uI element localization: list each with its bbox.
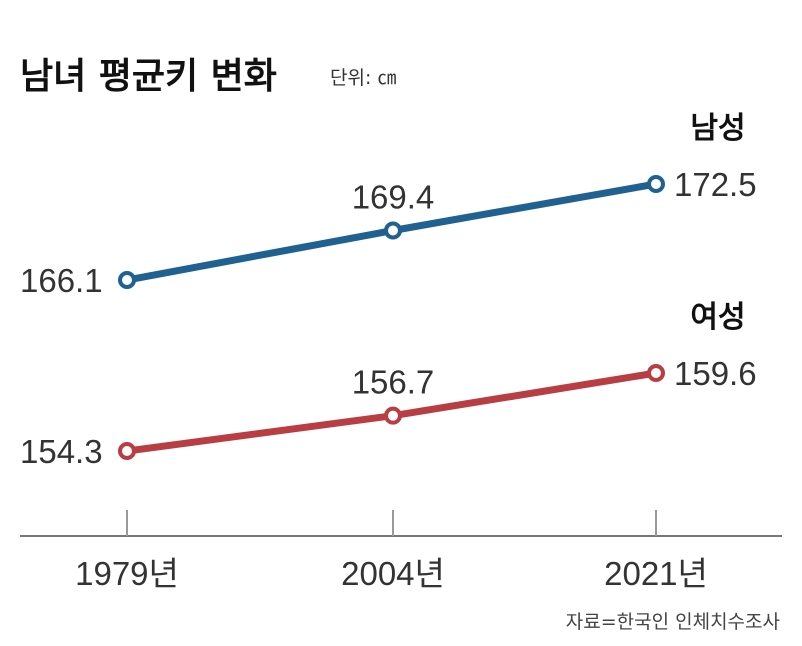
x-tick-label: 2004년 [341, 555, 445, 592]
source-note: 자료=한국인 인체치수조사 [566, 611, 780, 633]
plot-area: 1979년 2004년 2021년 166.1 169.4 172.5 남성 154.3 156… [20, 111, 782, 592]
data-point [647, 175, 665, 193]
data-label: 156.7 [352, 364, 435, 401]
data-label: 166.1 [20, 262, 103, 299]
data-point [118, 442, 136, 460]
data-point [384, 221, 402, 240]
data-label: 169.4 [352, 179, 435, 216]
data-point [647, 364, 665, 382]
data-label: 159.6 [674, 355, 757, 392]
data-point [384, 406, 402, 425]
x-tick-label: 1979년 [75, 555, 179, 592]
unit-label: 단위: ㎝ [330, 67, 396, 89]
x-tick-label: 2021년 [604, 555, 708, 592]
data-label: 172.5 [674, 166, 757, 203]
chart-title: 남녀 평균키 변화 [20, 56, 277, 97]
series-label: 여성 [690, 300, 745, 335]
series-label: 남성 [690, 111, 745, 146]
data-label: 154.3 [20, 433, 103, 470]
data-point [118, 271, 136, 289]
